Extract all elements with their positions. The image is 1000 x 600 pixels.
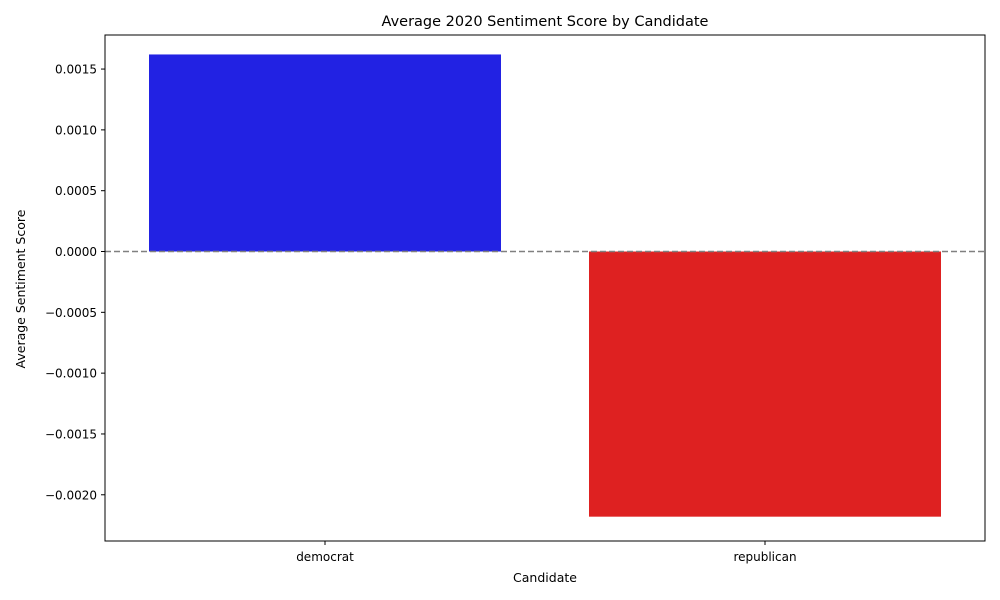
plot-frame (104, 34, 986, 542)
y-tick-label: −0.0010 (45, 367, 97, 381)
y-tick-label: 0.0015 (55, 63, 97, 77)
x-axis-label: Candidate (513, 570, 577, 585)
y-tick-label: −0.0015 (45, 427, 97, 441)
plot-area: 0.0015 0.0010 0.0005 0.0000 −0.0005 −0.0010 −0… (45, 34, 986, 564)
bar-democrat (149, 54, 501, 252)
x-tick-label-republican: republican (733, 550, 796, 564)
y-tick-label: 0.0000 (55, 245, 97, 259)
y-tick-label: −0.0020 (45, 488, 97, 502)
y-axis-label: Average Sentiment Score (13, 209, 28, 368)
x-tick-label-democrat: democrat (296, 550, 354, 564)
y-tick-label: 0.0010 (55, 123, 97, 137)
bar-republican (589, 251, 941, 517)
y-tick-label: 0.0005 (55, 184, 97, 198)
y-tick-label: −0.0005 (45, 306, 97, 320)
chart-title: Average 2020 Sentiment Score by Candidat… (382, 14, 709, 30)
